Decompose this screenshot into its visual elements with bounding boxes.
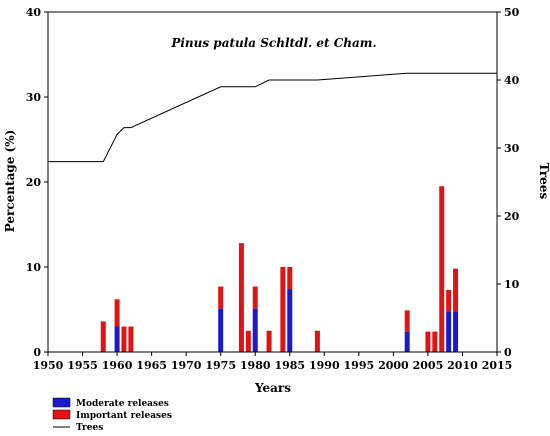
right-y-axis-title: Trees — [537, 163, 550, 200]
bar-important-1960 — [114, 299, 120, 327]
right-y-tick-label: 40 — [504, 74, 520, 87]
bar-important-1980 — [252, 286, 258, 309]
bar-important-1985 — [287, 267, 293, 290]
right-y-tick-label: 50 — [504, 6, 520, 19]
bar-moderate-2002 — [404, 331, 410, 352]
x-tick-label: 2015 — [482, 359, 513, 372]
x-tick-label: 2010 — [447, 359, 478, 372]
bar-important-2002 — [404, 310, 410, 332]
right-y-tick-label: 20 — [504, 210, 520, 223]
bar-moderate-1975 — [218, 308, 224, 352]
bar-important-1978 — [238, 243, 244, 352]
legend-label-important: Important releases — [76, 411, 172, 421]
left-y-tick-label: 20 — [26, 176, 42, 189]
bar-important-1989 — [314, 330, 320, 352]
x-tick-label: 1995 — [344, 359, 375, 372]
left-y-tick-label: 30 — [26, 91, 42, 104]
x-tick-label: 1970 — [171, 359, 202, 372]
legend-swatch-moderate — [52, 397, 71, 408]
left-y-tick-label: 0 — [33, 346, 41, 359]
x-tick-label: 1985 — [274, 359, 305, 372]
bar-important-1961 — [121, 326, 127, 352]
bar-important-2008 — [446, 289, 452, 312]
bar-important-2005 — [425, 331, 431, 352]
x-tick-label: 1950 — [33, 359, 64, 372]
x-tick-label: 1990 — [309, 359, 340, 372]
right-y-tick-label: 10 — [504, 278, 520, 291]
bar-important-1979 — [245, 330, 251, 352]
chart-title: Pinus patula Schltdl. et Cham. — [170, 36, 376, 50]
x-tick-label: 2000 — [378, 359, 409, 372]
x-tick-label: 1980 — [240, 359, 271, 372]
x-tick-label: 1955 — [67, 359, 98, 372]
bar-important-1962 — [128, 326, 134, 352]
bar-important-1984 — [280, 267, 286, 352]
bar-moderate-2008 — [446, 311, 452, 352]
bar-important-1975 — [218, 286, 224, 309]
bar-moderate-1980 — [252, 308, 258, 352]
right-y-tick-label: 30 — [504, 142, 520, 155]
bar-important-2009 — [453, 268, 459, 312]
trees-line — [48, 72, 497, 163]
x-tick-label: 2005 — [413, 359, 444, 372]
axes-layer: 1950 1955 1960 1965 1970 1975 1980 1985 1990 1995… — [26, 6, 520, 372]
left-y-tick-label: 40 — [26, 6, 42, 19]
legend-swatch-important — [52, 409, 71, 420]
right-y-tick-label: 0 — [504, 346, 512, 359]
legend: Moderate releases Important releases Tre… — [52, 397, 172, 433]
x-axis-title: Years — [254, 381, 291, 395]
x-tick-label: 1975 — [205, 359, 236, 372]
bar-moderate-1960 — [114, 326, 120, 352]
legend-label-moderate: Moderate releases — [76, 399, 169, 409]
trees-line-layer — [48, 72, 497, 163]
left-y-tick-label: 10 — [26, 261, 42, 274]
bar-moderate-2009 — [453, 311, 459, 352]
bar-important-1958 — [100, 321, 106, 352]
bar-important-2006 — [432, 331, 438, 352]
legend-label-trees: Trees — [76, 423, 103, 433]
left-y-axis-title: Percentage (%) — [3, 130, 17, 233]
bars-layer — [100, 186, 459, 352]
x-tick-label: 1965 — [136, 359, 167, 372]
bar-moderate-1985 — [287, 289, 293, 352]
x-tick-label: 1960 — [102, 359, 133, 372]
bar-important-2007 — [439, 186, 445, 352]
bar-important-1982 — [266, 330, 272, 352]
